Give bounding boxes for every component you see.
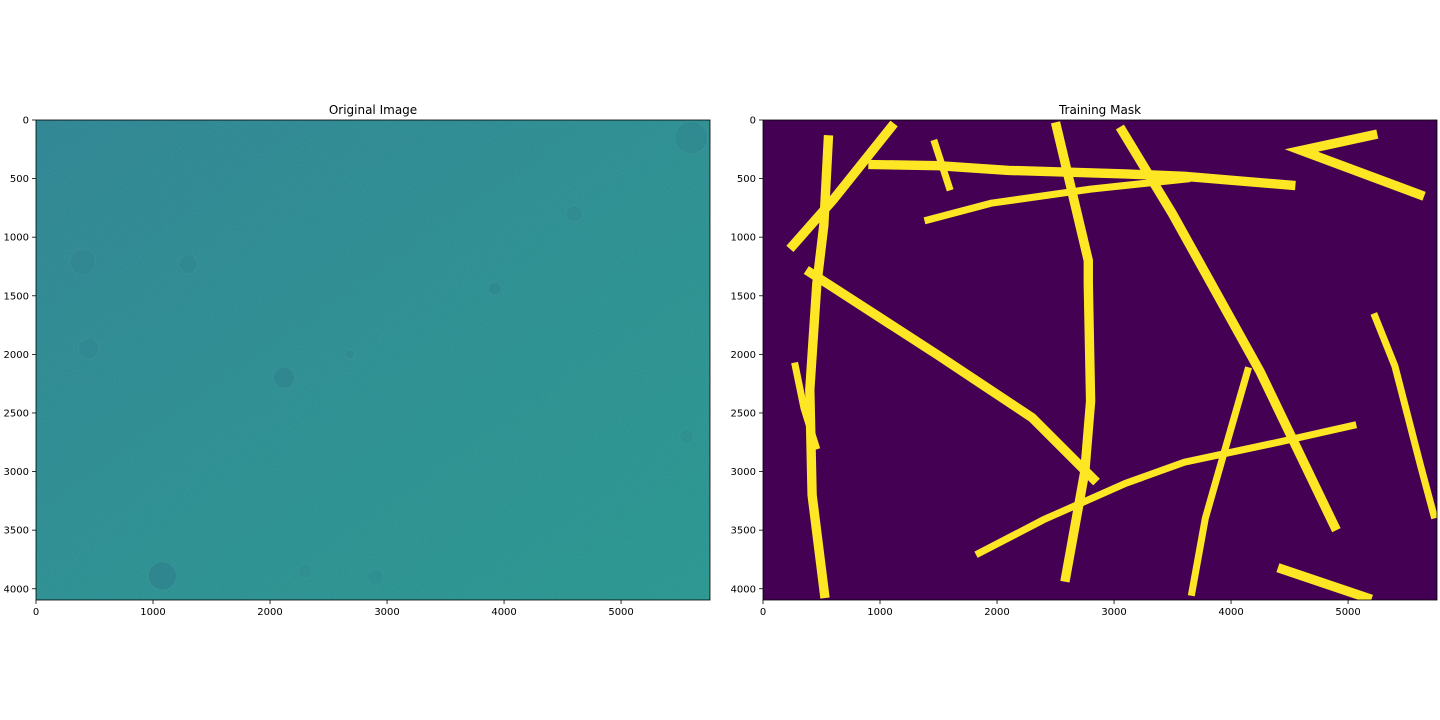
mask-stroke	[786, 120, 898, 252]
cell-blob	[69, 248, 97, 276]
y-tick-label: 3000	[731, 467, 756, 478]
axes-frame	[35, 119, 711, 601]
y-tick-label: 3500	[731, 526, 756, 537]
y-tick-label: 2000	[4, 350, 29, 361]
x-tick-label: 1000	[140, 607, 165, 618]
x-tick-label: 2000	[257, 607, 282, 618]
axes-frame	[762, 119, 1438, 601]
mask-stroke	[974, 421, 1358, 558]
x-tick-label: 5000	[1335, 607, 1360, 618]
cell-blob	[178, 254, 198, 274]
y-tick-label: 2500	[731, 408, 756, 419]
mask-stroke	[791, 361, 821, 451]
y-tick-label: 500	[10, 174, 29, 185]
cell-blob	[487, 281, 502, 296]
axis-ticks: 0 1000 2000 3000 4000 5000 0 500 1000 1500 2000 250…	[731, 116, 1361, 619]
x-tick-label: 5000	[608, 607, 633, 618]
mask-stroke	[1187, 366, 1252, 597]
y-tick-label: 0	[750, 116, 756, 127]
x-tick-label: 3000	[374, 607, 399, 618]
cell-blob	[77, 337, 100, 360]
y-tick-label: 4000	[4, 584, 29, 595]
mask-strokes	[786, 120, 1437, 600]
mask-stroke	[803, 266, 1100, 486]
y-tick-label: 2000	[731, 350, 756, 361]
y-tick-label: 1500	[731, 291, 756, 302]
cell-blob	[366, 568, 384, 586]
y-tick-label: 2500	[4, 408, 29, 419]
image-area	[36, 120, 710, 600]
mask-stroke	[1284, 129, 1426, 201]
mask-stroke	[1276, 563, 1373, 600]
mask-stroke	[1370, 312, 1437, 520]
x-tick-label: 4000	[1218, 607, 1243, 618]
panel-training-mask: Training Mask 0 1000 2000 3000 4000 5000 0 500 1…	[731, 103, 1438, 619]
cell-blob	[273, 366, 296, 389]
mask-area	[763, 120, 1437, 600]
cell-blob	[674, 120, 709, 155]
x-tick-label: 3000	[1101, 607, 1126, 618]
panel-title: Training Mask	[1058, 103, 1141, 117]
x-tick-label: 2000	[984, 607, 1009, 618]
cell-blob	[147, 561, 177, 591]
cell-blob	[679, 428, 695, 444]
mask-stroke	[1050, 121, 1096, 583]
cell-blob	[344, 349, 355, 360]
panel-original-image: Original Image 0 1000 2000 3000 4000 5000 0 500…	[4, 103, 711, 619]
x-tick-label: 0	[33, 607, 39, 618]
x-tick-label: 1000	[867, 607, 892, 618]
x-tick-label: 4000	[491, 607, 516, 618]
panel-title: Original Image	[329, 103, 417, 117]
y-tick-label: 3500	[4, 526, 29, 537]
mask-stroke	[923, 175, 1191, 225]
image-texture	[36, 120, 710, 600]
y-tick-label: 0	[23, 116, 29, 127]
x-tick-label: 0	[760, 607, 766, 618]
y-tick-label: 3000	[4, 467, 29, 478]
cell-blob	[565, 205, 583, 223]
mask-stroke	[1115, 124, 1341, 533]
y-tick-label: 1000	[4, 233, 29, 244]
axis-ticks: 0 1000 2000 3000 4000 5000 0 500 1000 1500 2000 250…	[4, 116, 634, 619]
y-tick-label: 1000	[731, 233, 756, 244]
cell-blob	[297, 563, 313, 579]
cell-blobs	[69, 120, 709, 591]
mask-background	[763, 120, 1437, 600]
y-tick-label: 1500	[4, 291, 29, 302]
y-tick-label: 500	[737, 174, 756, 185]
mask-stroke	[930, 138, 954, 192]
y-tick-label: 4000	[731, 584, 756, 595]
